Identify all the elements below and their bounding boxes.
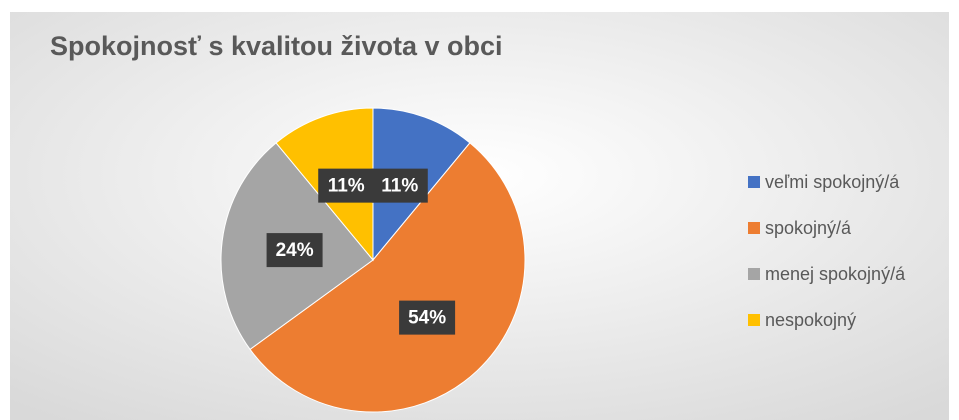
chart-title: Spokojnosť s kvalitou života v obci [50, 31, 503, 61]
legend-label: spokojný/á [765, 218, 852, 238]
pie-slice [249, 142, 526, 413]
legend-swatch [748, 268, 760, 280]
legend-swatch [748, 222, 760, 234]
data-label-box [371, 168, 428, 203]
legend: veľmi spokojný/á spokojný/á menej spokojný… [748, 172, 906, 330]
data-label: 54% [408, 308, 446, 329]
data-label-box [399, 300, 456, 335]
legend-label: menej spokojný/á [765, 264, 906, 284]
legend-label: veľmi spokojný/á [765, 172, 900, 192]
data-label: 11% [328, 176, 365, 197]
legend-label: nespokojný [765, 310, 856, 330]
data-labels: 11% 54% 24% 11% [266, 168, 456, 335]
data-label-box [318, 168, 375, 203]
data-label: 24% [276, 240, 314, 261]
data-label-box [266, 233, 323, 268]
legend-swatch [748, 314, 760, 326]
data-label: 11% [381, 176, 418, 197]
legend-swatch [748, 176, 760, 188]
